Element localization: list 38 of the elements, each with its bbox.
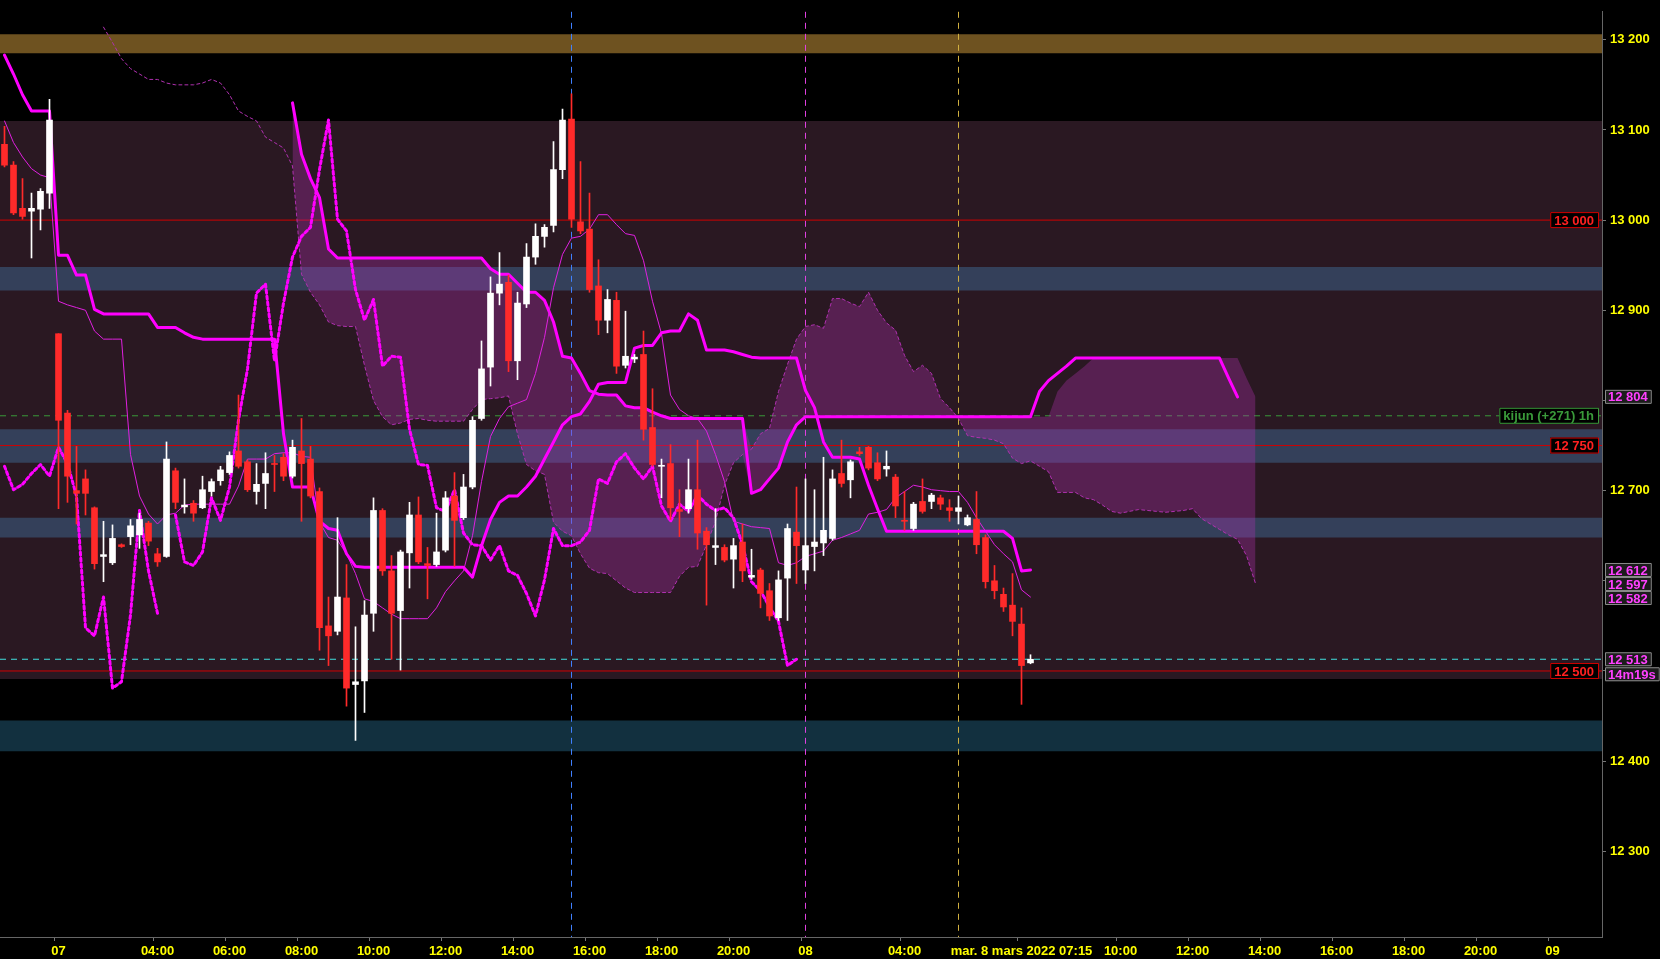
ref-line-label: 13 000: [1554, 212, 1594, 228]
x-tick-label: 14:00: [500, 943, 535, 959]
x-tick-label: mar. 8 mars 2022 07:15: [950, 943, 1093, 959]
x-tick-label: 08: [798, 943, 813, 959]
x-tick-label: 16:00: [572, 943, 607, 959]
text: 12 597: [1608, 576, 1648, 592]
x-tick-label: 12:00: [1175, 943, 1210, 959]
y-tick-label: 13 100: [1610, 121, 1650, 137]
x-tick-label: 18:00: [1391, 943, 1426, 959]
ref-line-label: 12 750: [1554, 438, 1594, 454]
y-tick-label: 13 000: [1610, 211, 1650, 227]
line-series: [103, 26, 1256, 594]
x-tick-label: 09: [1545, 943, 1560, 959]
x-tick-label: 07: [51, 943, 66, 959]
y-tick-label: 12 400: [1610, 752, 1650, 768]
x-tick-label: 08:00: [284, 943, 319, 959]
text: 12 612: [1608, 562, 1648, 578]
text: 12 582: [1608, 590, 1648, 606]
y-tick-label: 12 300: [1610, 842, 1650, 858]
x-tick-label: 10:00: [356, 943, 391, 959]
x-tick-label: 04:00: [887, 943, 922, 959]
x-tick-label: 20:00: [1463, 943, 1498, 959]
ref-line-label: 12 500: [1554, 663, 1594, 679]
text: 14m19s: [1608, 666, 1656, 682]
x-tick-label: 18:00: [644, 943, 679, 959]
ref-line-label: kijun (+271) 1h: [1503, 408, 1595, 424]
y-tick-label: 12 700: [1610, 482, 1650, 498]
text: 12 513: [1608, 651, 1648, 667]
x-tick-label: 20:00: [716, 943, 751, 959]
x-tick-label: 10:00: [1103, 943, 1138, 959]
x-tick-label: 16:00: [1319, 943, 1354, 959]
text: 12 804: [1608, 389, 1649, 405]
y-tick-label: 13 200: [1610, 31, 1650, 47]
x-tick-label: 06:00: [212, 943, 247, 959]
x-tick-label: 12:00: [428, 943, 463, 959]
x-tick-label: 04:00: [140, 943, 175, 959]
y-tick-label: 12 900: [1610, 301, 1650, 317]
x-tick-label: 14:00: [1247, 943, 1282, 959]
